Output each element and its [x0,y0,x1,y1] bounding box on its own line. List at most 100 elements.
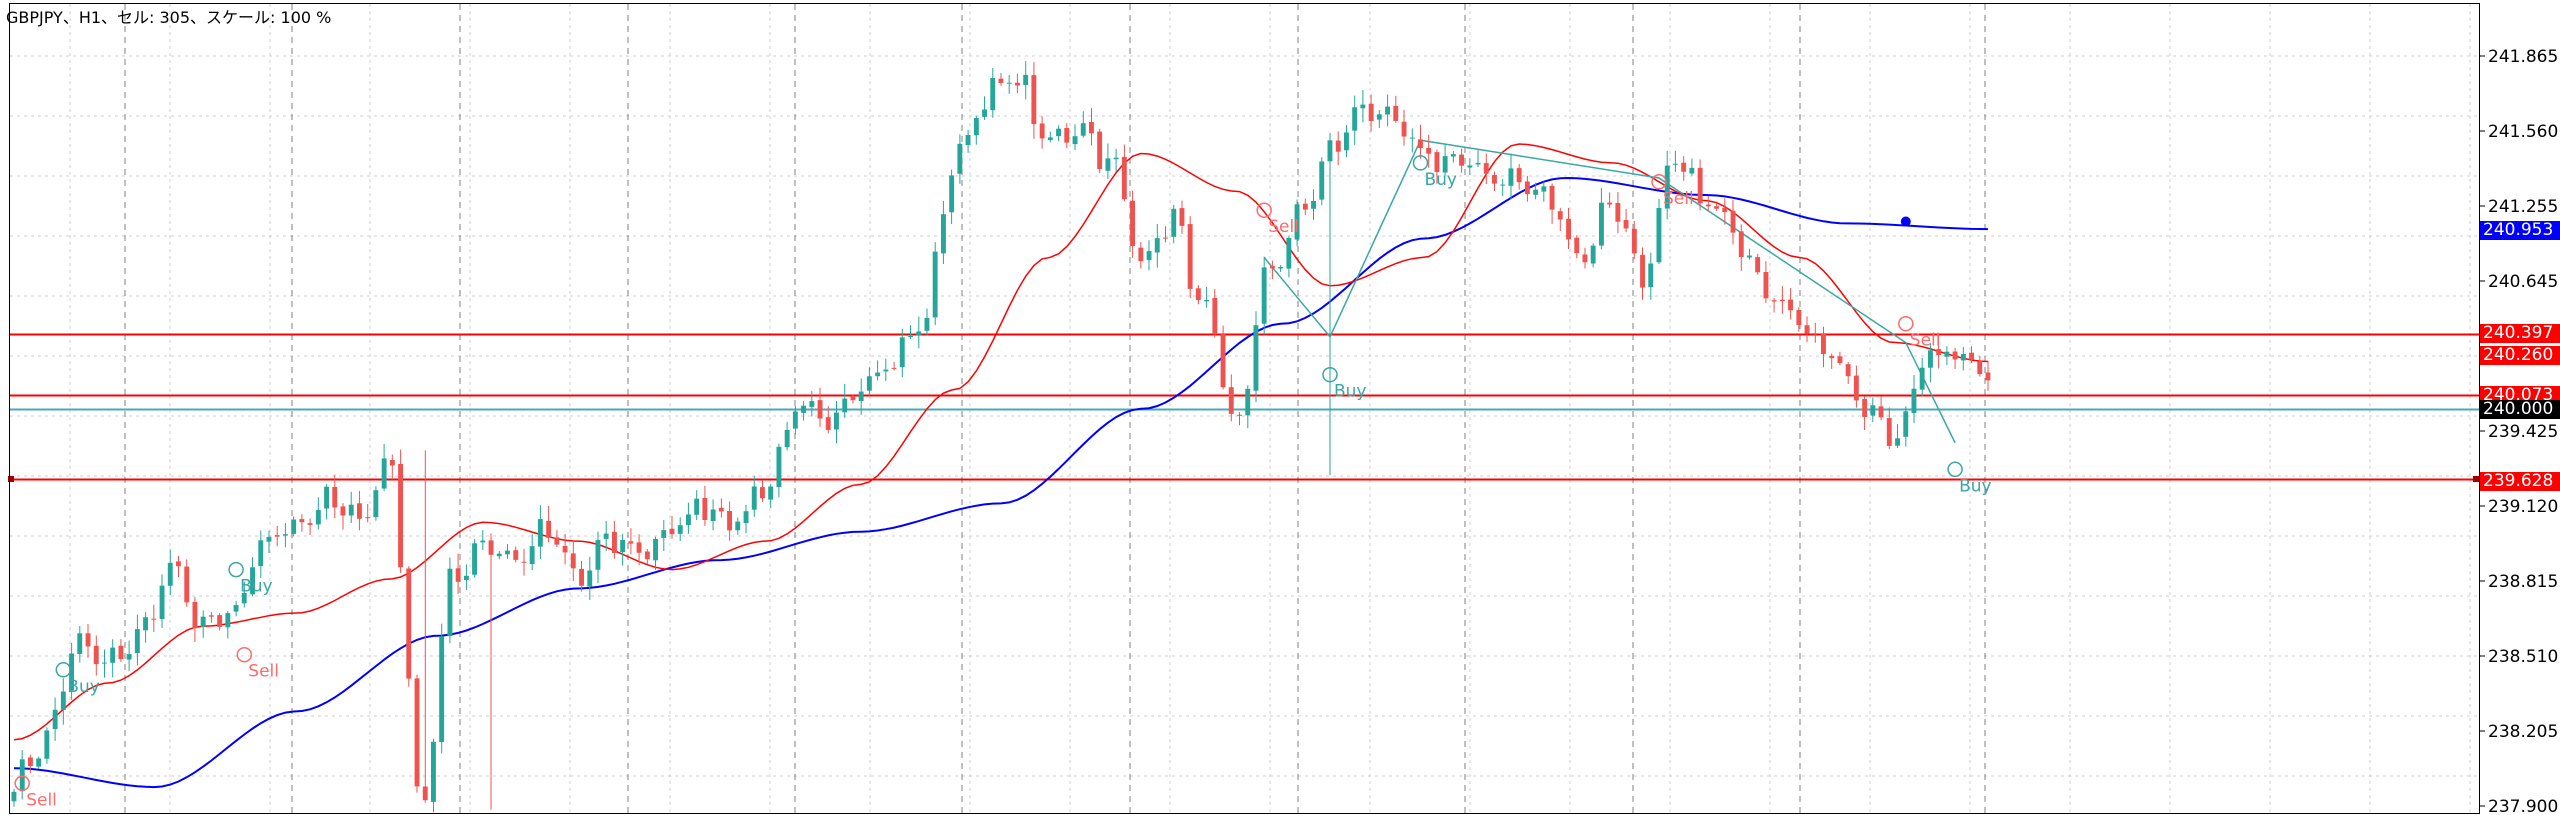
zigzag-line [1263,139,1956,444]
candle-body [513,550,519,560]
candle-body [1344,132,1349,151]
candle-body [85,633,91,647]
candle-body [1237,414,1242,416]
candle-body [1936,349,1942,355]
candle-body [1796,309,1802,326]
candle-body [1985,372,1991,381]
candle-body [1492,175,1497,184]
candle-body [562,545,568,553]
candle-body [702,497,708,520]
candle-body [1187,224,1193,289]
candle-body [44,730,50,759]
candle-body [1895,438,1900,446]
candle-body [1771,300,1777,302]
candle-body [521,561,527,563]
candle-body [1928,350,1933,368]
candle-body [1763,272,1769,299]
candle-body [447,568,453,637]
candle-body [1574,237,1580,254]
candle-body [93,645,99,665]
candle-body [1755,257,1761,273]
signal-marker [1947,461,1963,478]
horizontal-price-lines[interactable] [8,333,2479,483]
candle-body [1195,288,1201,301]
candle-body [11,791,17,802]
candle-body [1557,211,1563,220]
candle-body [1944,351,1950,357]
candle-body [932,251,938,318]
line-anchor-left [8,476,14,482]
candle-body [315,510,321,525]
candle-body [472,543,477,575]
axis-tick-label: 241.560 [2488,122,2558,142]
candle-body [1204,299,1210,302]
candle-body [1903,411,1909,437]
candle-body [817,400,823,419]
candle-body [1047,137,1053,141]
candle-body [1072,136,1078,145]
candle-body [1335,140,1341,152]
candle-body [1311,201,1316,209]
axis-tick-label: 237.900 [2488,797,2558,815]
candle-body [143,617,148,631]
candle-body [1097,131,1103,170]
candle-body [768,486,774,500]
candle-body [858,391,864,401]
candle-body [1163,237,1168,239]
candle-body [348,504,354,516]
candle-body [1064,128,1070,143]
candle-body [241,592,247,604]
candle-body [414,678,420,787]
signal-label: Buy [1959,476,1992,496]
zigzag-polyline [1263,139,1956,444]
candle-body [1270,266,1275,269]
candle-body [1516,168,1522,183]
candle-body [579,568,584,586]
candle-body [1738,231,1744,257]
candle-body [1031,75,1037,125]
candle-body [1582,254,1588,263]
candle-body [60,691,66,710]
candle-body [1286,238,1292,269]
candle-body [463,575,469,580]
candle-body [505,550,510,555]
candle-body [727,511,732,531]
candle-body [1590,245,1596,264]
candle-body [1615,203,1621,222]
candle-body [743,511,749,523]
candle-body [208,615,214,617]
axis-tick-label: 238.815 [2488,572,2558,592]
candle-body [381,458,387,489]
candle-body [266,536,272,542]
candle-body [554,537,560,545]
candle-body [1705,204,1711,207]
candle-body [1886,418,1892,446]
signal-label: Buy [1334,382,1367,402]
candle-body [883,369,889,372]
candle-body [875,372,881,377]
candle-body [1434,152,1440,172]
candle-body [694,498,700,515]
candle-body [1969,352,1974,360]
signal-marker [1898,315,1914,332]
candle-body [1475,162,1481,165]
candle-body [1327,140,1333,162]
candle-body [1664,165,1670,209]
signal-marker [1322,366,1338,383]
candle-body [1113,157,1119,160]
candle-body [1549,185,1555,210]
candle-body [332,487,338,508]
candle-body [1089,122,1094,134]
candle-body [1294,204,1300,240]
candle-body [324,486,329,509]
price-axis[interactable]: 241.865241.560241.255240.645239.730239.4… [2479,47,2558,815]
candle-body [340,506,346,516]
candle-body [661,530,667,538]
candle-body [151,618,157,620]
axis-tick-label: 238.510 [2488,647,2558,667]
candle-body [1508,168,1514,186]
candle-body [1952,351,1958,360]
candle-body [718,507,724,512]
